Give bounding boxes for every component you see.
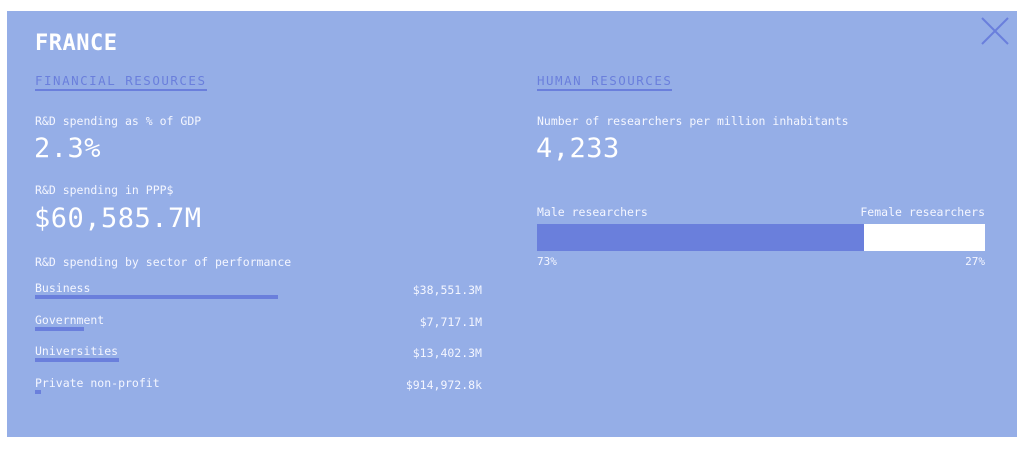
- researchers-value: 4,233: [536, 133, 620, 164]
- male-percent: 73%: [537, 255, 557, 268]
- sector-value-government: $7,717.1M: [419, 315, 482, 329]
- gdp-label: R&D spending as % of GDP: [35, 114, 202, 128]
- sector-value-universities: $13,402.3M: [412, 346, 482, 360]
- country-title: FRANCE: [35, 31, 118, 56]
- sector-label-private-non-profit: Private non-profit: [35, 376, 160, 390]
- sector-bar-private-non-profit: [35, 390, 41, 394]
- sector-bar-business: [35, 295, 278, 299]
- sector-bar-government: [35, 327, 84, 331]
- male-researchers-label: Male researchers: [537, 205, 648, 219]
- researchers-label: Number of researchers per million inhabi…: [537, 114, 849, 128]
- gender-ratio-bar: [537, 224, 985, 251]
- ppp-label: R&D spending in PPP$: [35, 183, 174, 197]
- close-button[interactable]: [979, 15, 1011, 47]
- ppp-value: $60,585.7M: [34, 203, 202, 234]
- male-share-bar: [537, 224, 865, 251]
- sector-value-business: $38,551.3M: [412, 283, 482, 297]
- gdp-value: 2.3%: [34, 133, 102, 164]
- close-icon: [981, 17, 1009, 45]
- sector-label-universities: Universities: [35, 344, 119, 358]
- sector-bar-universities: [35, 358, 119, 362]
- sector-label-government: Government: [35, 313, 105, 327]
- sector-label-business: Business: [35, 281, 91, 295]
- country-detail-panel: FRANCE FINANCIAL RESOURCES R&D spending …: [7, 11, 1017, 437]
- human-resources-tab[interactable]: HUMAN RESOURCES: [537, 73, 673, 91]
- female-researchers-label: Female researchers: [860, 205, 985, 219]
- financial-resources-tab[interactable]: FINANCIAL RESOURCES: [35, 73, 207, 91]
- sectors-label: R&D spending by sector of performance: [35, 255, 292, 269]
- female-percent: 27%: [965, 255, 985, 268]
- sector-value-private-non-profit: $914,972.8k: [405, 378, 482, 392]
